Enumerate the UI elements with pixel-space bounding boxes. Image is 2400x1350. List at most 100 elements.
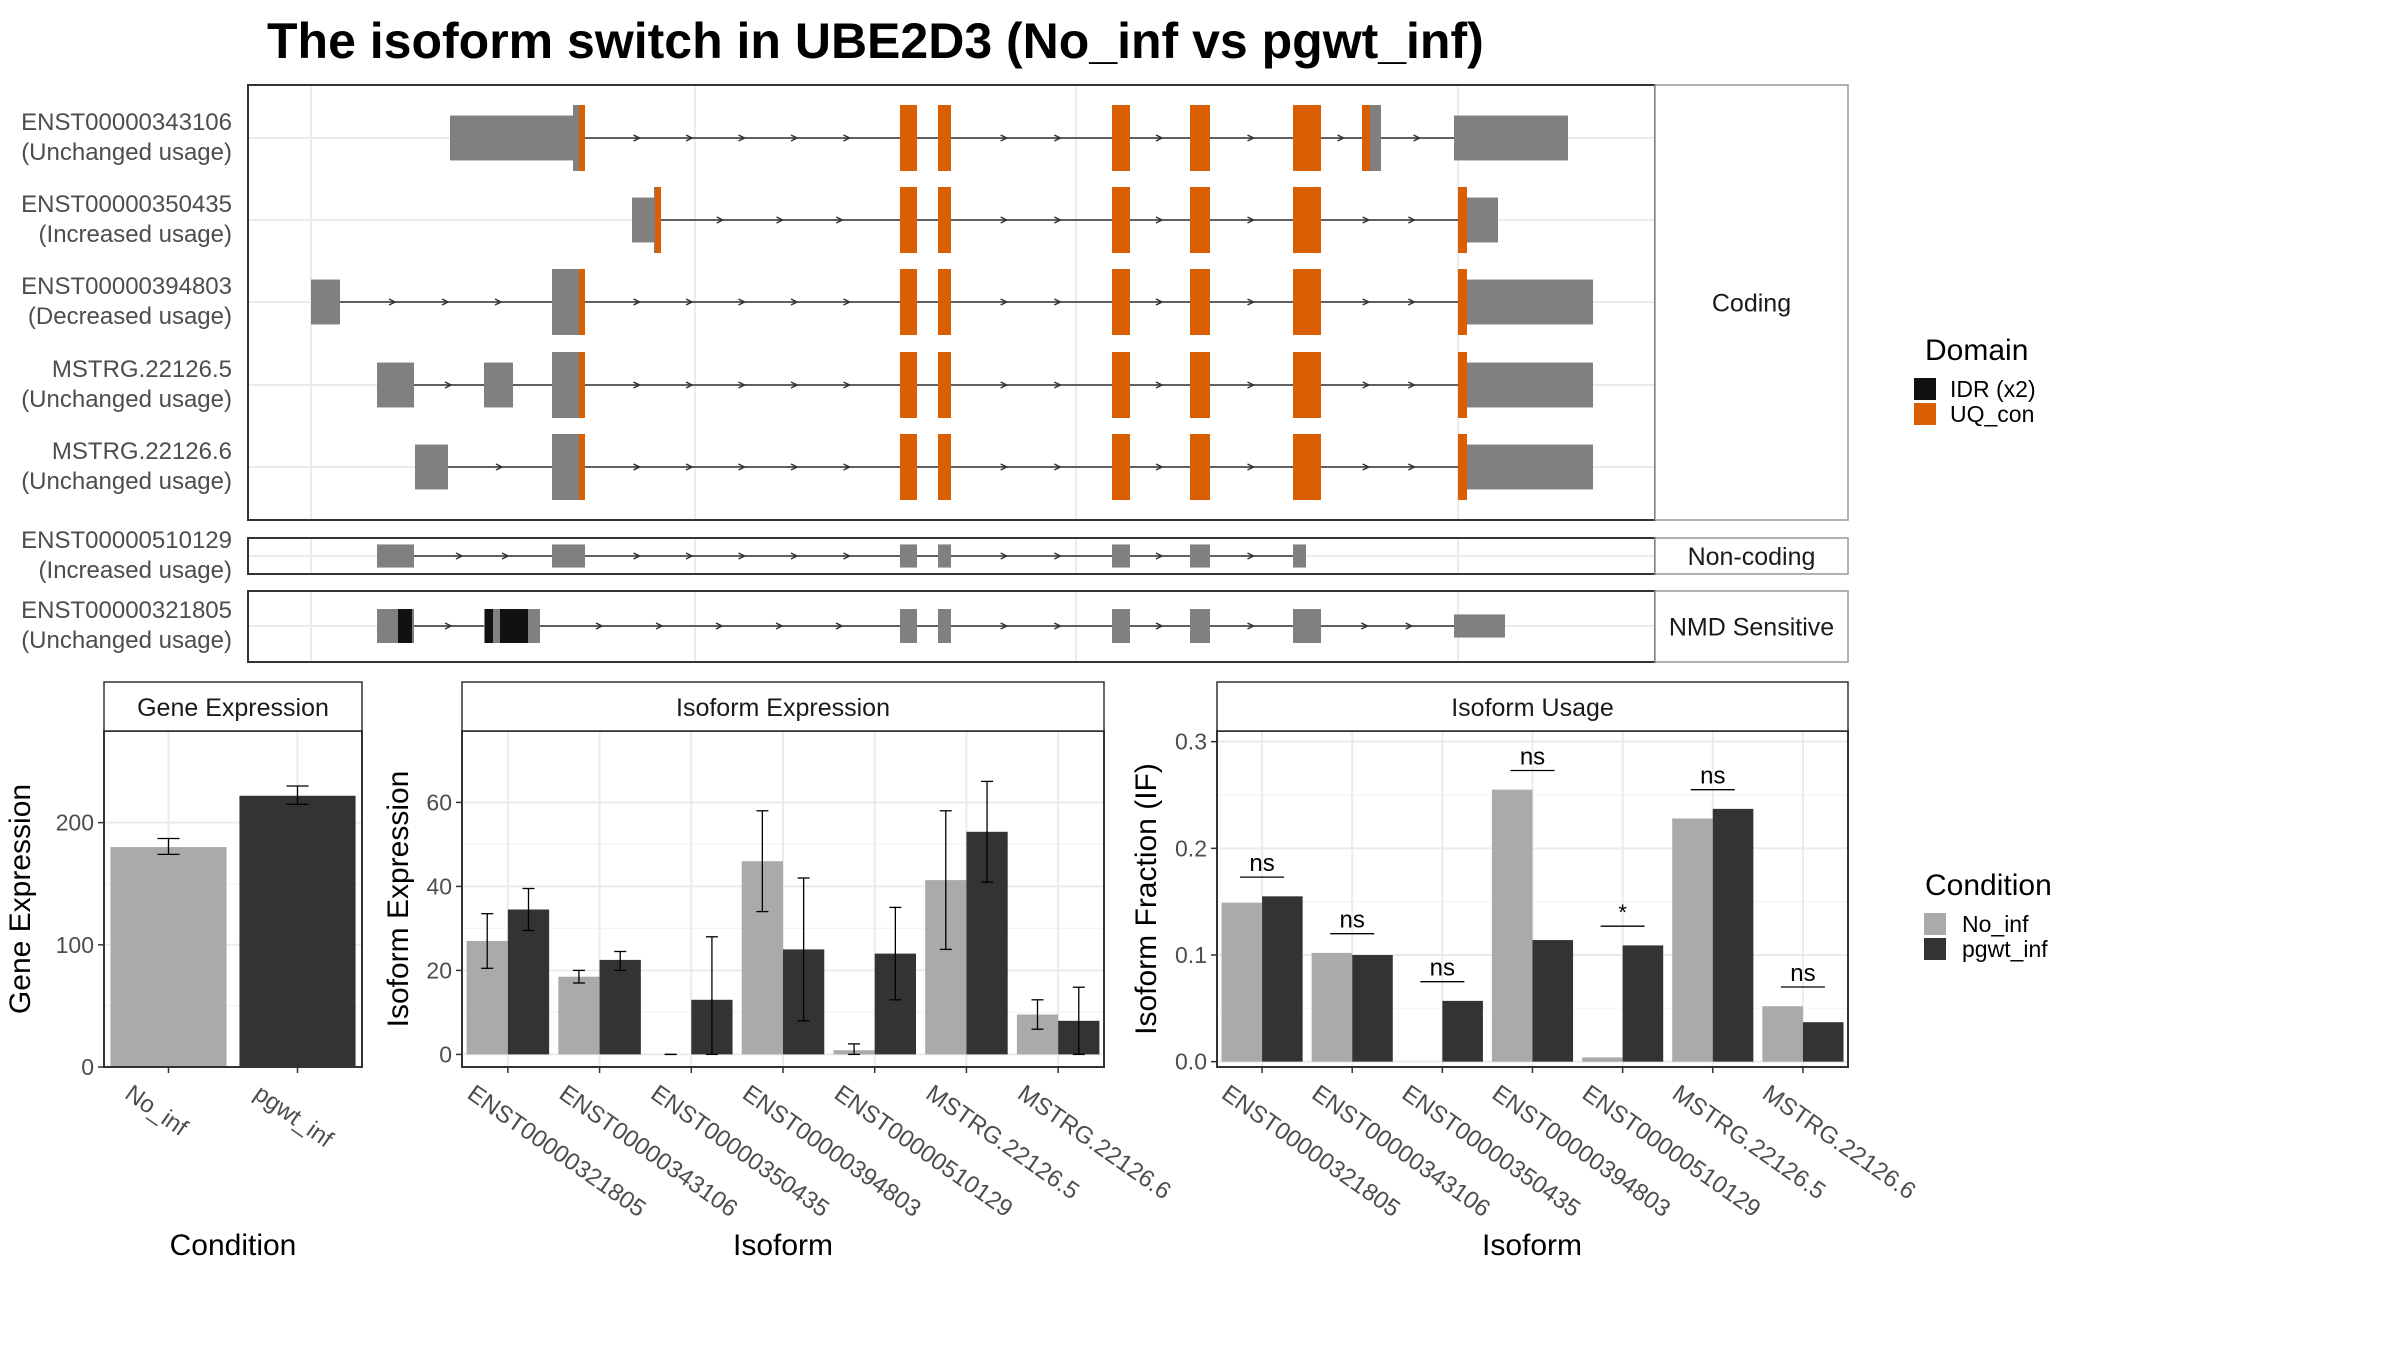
condition-legend-swatch <box>1924 913 1946 935</box>
facet-strip-label: Isoform Usage <box>1451 694 1614 722</box>
intron-arrow <box>1155 134 1164 142</box>
y-tick-label: 0.1 <box>1175 942 1207 968</box>
intron-arrow <box>685 134 694 142</box>
transcript-id-label: MSTRG.22126.6 <box>52 438 232 465</box>
bar <box>507 909 550 1055</box>
x-axis-title: Isoform <box>1482 1229 1582 1262</box>
x-tick-label: MSTRG.22126.6 <box>1757 1080 1920 1205</box>
intron-arrow <box>1247 216 1256 224</box>
bar <box>110 847 227 1067</box>
bar <box>1762 1006 1803 1062</box>
transcript-ENST00000321805 <box>377 609 1505 643</box>
intron-arrow <box>1360 622 1370 630</box>
transcript-usage-label: (Increased usage) <box>39 221 232 248</box>
transcript-id-label: ENST00000343106 <box>21 109 232 136</box>
intron-arrow <box>1407 298 1417 306</box>
exon <box>1458 444 1593 490</box>
y-axis-title: Isoform Fraction (IF) <box>1130 763 1163 1035</box>
x-tick-label: MSTRG.22126.5 <box>1667 1080 1830 1205</box>
uq-con-domain <box>1293 352 1321 418</box>
y-axis-title: Isoform Expression <box>382 771 415 1028</box>
intron-arrow <box>716 216 725 224</box>
domain-legend-swatch <box>1914 378 1936 400</box>
intron-arrow <box>1053 134 1063 142</box>
exon <box>900 544 917 568</box>
uq-con-domain <box>579 269 585 335</box>
bar <box>599 959 641 1055</box>
intron-arrow <box>441 298 450 306</box>
chart-0: Gene Expression 0 100 200 No_inf pgwt_inf Cond… <box>4 681 363 1262</box>
exon <box>484 362 513 408</box>
group-strip <box>1654 590 1849 663</box>
uq-con-domain <box>579 105 585 171</box>
idr-domain <box>485 609 493 643</box>
intron-arrow <box>1407 381 1417 389</box>
y-tick-label: 0.2 <box>1175 835 1207 861</box>
exon <box>1454 614 1505 638</box>
intron-arrow <box>790 134 799 142</box>
intron-arrow <box>835 216 844 224</box>
y-axis-title: Gene Expression <box>4 784 37 1014</box>
intron-arrow <box>1000 298 1009 306</box>
uq-con-domain <box>1190 105 1210 171</box>
transcript-usage-label: (Increased usage) <box>39 557 232 584</box>
intron-arrow <box>1000 134 1009 142</box>
exon <box>1293 609 1321 643</box>
significance-label: ns <box>1430 955 1455 982</box>
domain-legend-title: Domain <box>1925 334 2028 367</box>
intron-arrow <box>1362 381 1371 389</box>
intron-arrow <box>633 463 642 471</box>
uq-con-domain <box>1112 352 1130 418</box>
domain-legend-swatch <box>1914 403 1936 425</box>
facet-strip <box>461 681 1105 732</box>
transcript-id-label: ENST00000321805 <box>21 597 232 624</box>
intron-arrow <box>685 552 694 560</box>
transcript-id-label: MSTRG.22126.5 <box>52 356 232 383</box>
transcript-ENST00000394803 <box>311 269 1593 335</box>
exon <box>1458 279 1593 325</box>
intron-arrow <box>1155 216 1164 224</box>
condition-legend-label: No_inf <box>1962 911 2029 937</box>
exon <box>377 362 414 408</box>
facet-strip-label: Gene Expression <box>137 694 329 722</box>
intron-arrow <box>1247 298 1256 306</box>
y-tick-label: 100 <box>56 932 94 958</box>
intron-arrow <box>738 298 747 306</box>
intron-arrow <box>633 552 642 560</box>
intron-arrow <box>595 622 604 630</box>
intron-arrow <box>1155 381 1164 389</box>
intron-arrow <box>715 622 724 630</box>
bar <box>1442 1000 1483 1062</box>
intron-arrow <box>843 298 852 306</box>
intron-arrow <box>738 463 747 471</box>
uq-con-domain <box>900 187 917 253</box>
intron-arrow <box>790 381 799 389</box>
intron-arrow <box>843 381 852 389</box>
transcript-usage-label: (Unchanged usage) <box>21 139 232 166</box>
x-tick-label: MSTRG.22126.6 <box>1013 1080 1176 1205</box>
y-tick-label: 20 <box>426 957 452 983</box>
x-tick-label: pgwt_inf <box>249 1080 338 1154</box>
intron-arrow <box>685 381 694 389</box>
intron-arrow <box>1155 552 1164 560</box>
intron-arrow <box>1247 381 1256 389</box>
intron-arrow <box>1000 463 1009 471</box>
y-tick-label: 0 <box>439 1041 452 1067</box>
intron-arrow <box>790 463 799 471</box>
intron-arrow <box>843 463 852 471</box>
intron-arrow <box>685 298 694 306</box>
exon <box>1190 609 1210 643</box>
uq-con-domain <box>900 352 917 418</box>
exon <box>311 279 340 325</box>
uq-con-domain <box>938 187 951 253</box>
intron-arrow <box>1405 622 1414 630</box>
domain-legend-label: IDR (x2) <box>1950 376 2036 402</box>
transcript-id-label: ENST00000394803 <box>21 273 232 300</box>
bar <box>1352 955 1393 1062</box>
uq-con-domain <box>1190 187 1210 253</box>
intron-arrow <box>1362 216 1371 224</box>
uq-con-domain <box>900 434 917 500</box>
uq-con-domain <box>900 105 917 171</box>
transcript-usage-label: (Decreased usage) <box>28 303 232 330</box>
